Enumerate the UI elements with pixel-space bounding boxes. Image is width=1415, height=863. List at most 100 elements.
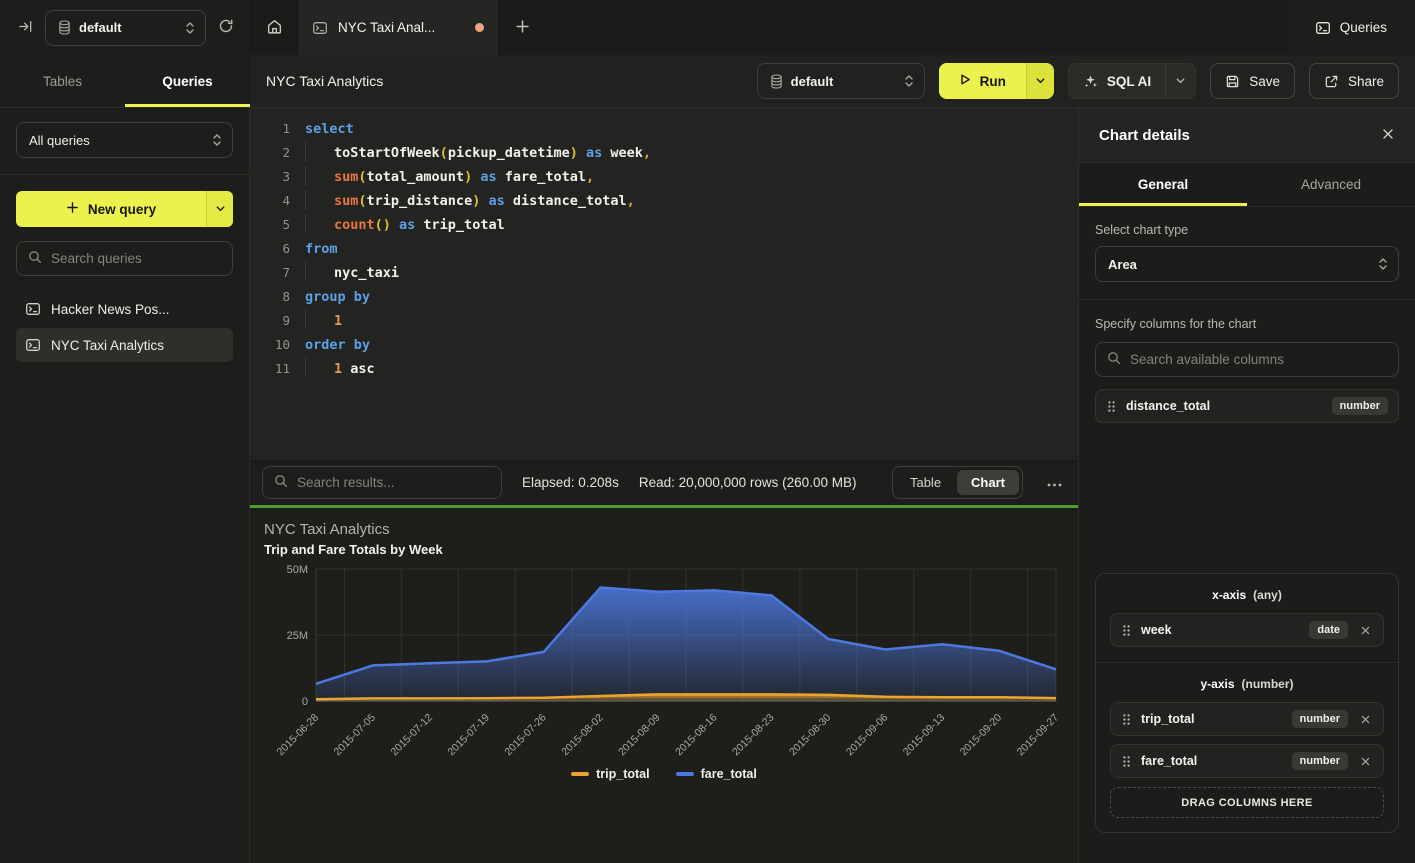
plus-icon	[66, 201, 79, 217]
svg-text:25M: 25M	[287, 630, 308, 642]
editor-tab-strip: NYC Taxi Anal...	[250, 0, 1287, 55]
line-number: 10	[264, 333, 290, 357]
query-header: NYC Taxi Analytics default Run SQL AI	[250, 55, 1415, 107]
sql-editor[interactable]: 1select2toStartOfWeek(pickup_datetime) a…	[250, 108, 1078, 460]
line-number: 5	[264, 213, 290, 237]
column-pill-fare_total[interactable]: fare_totalnumber	[1110, 744, 1384, 778]
save-icon	[1225, 74, 1240, 89]
new-tab-button[interactable]	[499, 0, 545, 55]
run-options-button[interactable]	[1026, 63, 1054, 99]
new-query-options-button[interactable]	[206, 191, 233, 227]
updown-chevrons-icon	[185, 21, 195, 35]
remove-column-button[interactable]	[1358, 712, 1373, 727]
run-database-selector[interactable]: default	[757, 63, 925, 99]
column-pill-distance_total[interactable]: distance_totalnumber	[1095, 389, 1399, 423]
query-list-item[interactable]: Hacker News Pos...	[16, 292, 233, 326]
svg-text:2015-09-27: 2015-09-27	[1015, 711, 1062, 758]
drag-columns-drop-zone[interactable]: DRAG COLUMNS HERE	[1110, 787, 1384, 818]
remove-column-button[interactable]	[1358, 754, 1373, 769]
column-type-badge: date	[1309, 621, 1348, 639]
query-terminal-icon	[25, 301, 41, 317]
search-results-input[interactable]	[297, 475, 490, 490]
legend-label: trip_total	[596, 767, 649, 781]
queries-nav[interactable]: Queries	[1287, 0, 1415, 55]
refresh-icon	[218, 18, 234, 37]
query-list: Hacker News Pos...NYC Taxi Analytics	[16, 292, 233, 362]
svg-text:2015-06-28: 2015-06-28	[275, 711, 322, 758]
save-button[interactable]: Save	[1210, 63, 1295, 99]
view-toggle-table[interactable]: Table	[896, 470, 955, 495]
line-number: 9	[264, 309, 290, 333]
sidebar-tab-tables[interactable]: Tables	[0, 55, 125, 107]
search-columns-box	[1095, 342, 1399, 377]
updown-chevrons-icon	[1378, 257, 1388, 271]
unsaved-changes-dot	[475, 23, 484, 32]
indent-guide	[305, 214, 306, 233]
indent-guide	[305, 190, 306, 209]
share-button[interactable]: Share	[1309, 63, 1399, 99]
line-number: 8	[264, 285, 290, 309]
run-button[interactable]: Run	[939, 63, 1026, 99]
tab-advanced[interactable]: Advanced	[1247, 163, 1415, 206]
columns-label: Specify columns for the chart	[1095, 317, 1399, 331]
y-axis-constraint: (number)	[1242, 677, 1294, 691]
legend-item-trip_total: trip_total	[571, 767, 649, 781]
x-axis-header: x-axis(any)	[1110, 588, 1384, 602]
line-number: 7	[264, 261, 290, 285]
run-play-icon	[959, 73, 971, 89]
chart-type-label: Select chart type	[1095, 223, 1399, 237]
line-number: 2	[264, 141, 290, 165]
home-button[interactable]	[251, 0, 297, 55]
column-pill-week[interactable]: weekdate	[1110, 613, 1384, 647]
chart-legend: trip_total fare_total	[264, 767, 1064, 781]
editor-tab-nyc-taxi[interactable]: NYC Taxi Anal...	[297, 0, 499, 55]
area-chart: 025M50M2015-06-282015-07-052015-07-12201…	[264, 561, 1064, 767]
sidebar-tab-queries[interactable]: Queries	[125, 55, 250, 107]
chart-details-close-button[interactable]	[1381, 127, 1395, 144]
search-queries-input[interactable]	[51, 251, 221, 266]
drag-handle-icon	[1122, 755, 1131, 768]
chart-details-body: Select chart type Area Specify columns f…	[1079, 207, 1415, 863]
view-toggle-chart[interactable]: Chart	[957, 470, 1019, 495]
svg-text:2015-08-23: 2015-08-23	[730, 711, 777, 758]
query-list-item[interactable]: NYC Taxi Analytics	[16, 328, 233, 362]
sql-ai-options-button[interactable]	[1165, 64, 1195, 98]
svg-text:2015-09-06: 2015-09-06	[844, 711, 891, 758]
query-filter-select[interactable]: All queries	[16, 122, 233, 158]
tab-general[interactable]: General	[1079, 163, 1247, 206]
code-text: 1 asc	[305, 357, 375, 381]
chart-subtitle: Trip and Fare Totals by Week	[264, 542, 1064, 557]
results-more-button[interactable]	[1047, 475, 1062, 490]
search-queries-box	[16, 241, 233, 276]
code-line: 8group by	[264, 285, 1078, 309]
x-axis-columns: weekdate	[1110, 613, 1384, 647]
code-line: 7nyc_taxi	[264, 261, 1078, 285]
svg-text:2015-07-19: 2015-07-19	[445, 711, 492, 758]
code-text: 1	[305, 309, 342, 333]
sql-ai-button-group: SQL AI	[1068, 63, 1196, 99]
elapsed-stat: Elapsed: 0.208s	[522, 475, 619, 490]
sql-ai-button[interactable]: SQL AI	[1069, 74, 1165, 89]
chart-details-panel: Chart details General Advanced Select ch…	[1078, 108, 1415, 863]
indent-guide	[305, 262, 306, 281]
column-pill-trip_total[interactable]: trip_totalnumber	[1110, 702, 1384, 736]
chart-type-select[interactable]: Area	[1095, 246, 1399, 282]
panel-divider	[1079, 299, 1415, 300]
new-query-button[interactable]: New query	[16, 191, 206, 227]
code-line: 3sum(total_amount) as fare_total,	[264, 165, 1078, 189]
code-line: 6from	[264, 237, 1078, 261]
svg-text:2015-07-12: 2015-07-12	[388, 711, 435, 758]
collapse-sidebar-button[interactable]	[18, 19, 33, 37]
chevron-down-icon	[1035, 74, 1046, 89]
database-selector[interactable]: default	[45, 10, 206, 46]
database-icon	[770, 74, 783, 89]
indent-guide	[305, 310, 306, 329]
search-columns-input[interactable]	[1130, 352, 1387, 367]
remove-column-button[interactable]	[1358, 623, 1373, 638]
legend-item-fare_total: fare_total	[676, 767, 757, 781]
line-number: 11	[264, 357, 290, 381]
updown-chevrons-icon	[212, 133, 222, 147]
chart-section: NYC Taxi Analytics Trip and Fare Totals …	[250, 508, 1078, 863]
refresh-button[interactable]	[218, 18, 234, 37]
svg-text:2015-08-09: 2015-08-09	[616, 711, 663, 758]
